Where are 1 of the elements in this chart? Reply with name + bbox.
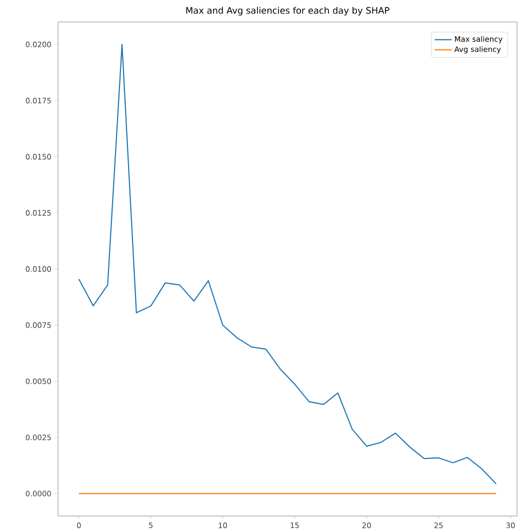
- chart-title: Max and Avg saliencies for each day by SHAP: [186, 6, 390, 16]
